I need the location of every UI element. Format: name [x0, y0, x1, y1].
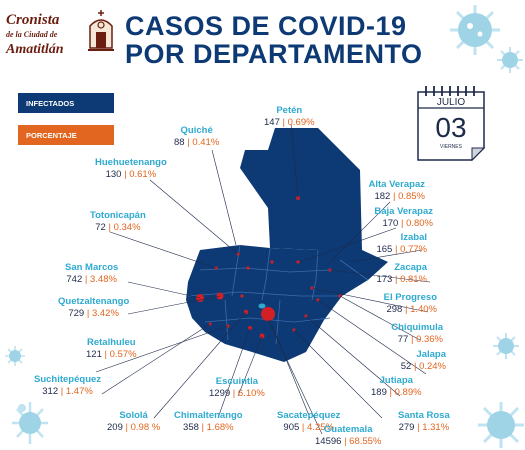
logo-line1: Cronista [6, 12, 60, 28]
label-quetzaltenango: Quetzaltenango 729 | 3.42% [58, 296, 130, 319]
label-peten: Petén 147 | 0.69% [264, 105, 315, 128]
virus-icon [478, 402, 524, 448]
page-title-line1: CASOS DE COVID-19 [125, 11, 407, 41]
calendar-month: JULIO [437, 97, 466, 108]
virus-icon [497, 47, 523, 73]
virus-icon [12, 402, 48, 444]
label-san-marcos: San Marcos 742 | 3.48% [65, 262, 119, 285]
label-izabal: Izabal 165 | 0.77% [376, 232, 427, 255]
calendar-day: 03 [435, 112, 466, 143]
label-guatemala: Guatemala 14596 | 68.55% [315, 424, 382, 447]
map-peten [240, 128, 362, 250]
label-alta-verapaz: Alta Verapaz 182 | 0.85% [368, 179, 426, 202]
logo-cronista: Cronista de la Ciudad de Amatitlán [6, 6, 114, 68]
map-south-region [186, 245, 388, 362]
calendar-weekday: VIERNES [440, 144, 463, 150]
calendar-icon: JULIO 03 VIERNES [417, 86, 486, 162]
virus-icon [450, 5, 500, 55]
page-title-line2: POR DEPARTAMENTO [125, 39, 423, 69]
label-zacapa: Zacapa 173 | 0.81% [376, 262, 427, 285]
logo-line3: Amatitlán [6, 42, 64, 57]
legend-porcentaje: PORCENTAJE [18, 125, 114, 145]
leader-lines [95, 123, 431, 435]
label-baja-verapaz: Baja Verapaz 170 | 0.80% [374, 206, 433, 229]
legend-infectados: INFECTADOS [18, 93, 114, 113]
label-solola: Sololá 209 | 0.98 % [107, 410, 161, 433]
label-huehuetenango: Huehuetenango 130 | 0.61% [95, 157, 167, 180]
label-el-progreso: El Progreso 298 | 1.40% [383, 292, 437, 315]
label-suchitepequez: Suchitepéquez 312 | 1.47% [34, 374, 102, 397]
label-jalapa: Jalapa 52 | 0.24% [400, 349, 446, 372]
logo-line2: de la Ciudad de [6, 30, 58, 39]
label-sacatepequez: Sacatepéquez 905 | 4.25% [277, 410, 341, 433]
label-chiquimula: Chiquimula 77 | 0.36% [391, 322, 443, 345]
virus-icon [493, 333, 519, 359]
label-santa-rosa: Santa Rosa 279 | 1.31% [398, 410, 450, 433]
label-quiche: Quiché 88 | 0.41% [174, 125, 220, 148]
church-emblem-icon [88, 10, 114, 51]
label-totonicapan: Totonicapán 72 | 0.34% [90, 210, 146, 233]
virus-icon [18, 404, 26, 412]
virus-icon [5, 346, 25, 366]
label-retalhuleu: Retalhuleu 121 | 0.57% [86, 337, 137, 360]
label-escuintla: Escuintla 1299 | 6.10% [209, 376, 265, 399]
label-chimaltenango: Chimaltenango 358 | 1.68% [174, 410, 243, 433]
label-jutiapa: Jutiapa 189 | 0.89% [371, 375, 422, 398]
